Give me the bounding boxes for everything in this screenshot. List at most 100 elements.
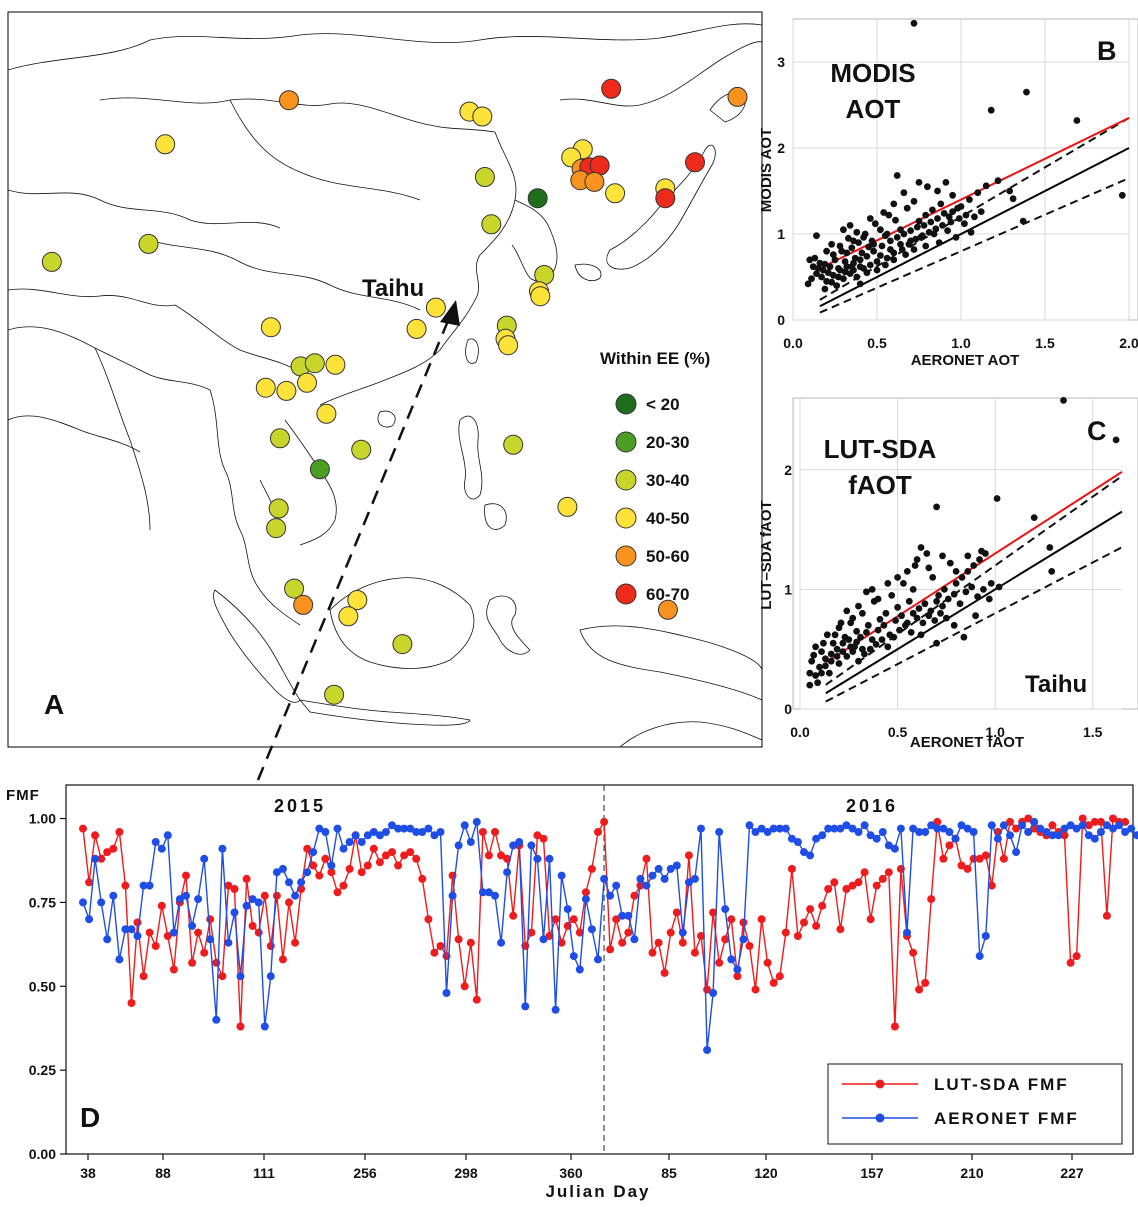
series-point (1060, 824, 1069, 833)
series-point (375, 831, 384, 840)
scatter-point (843, 249, 851, 257)
series-point (430, 831, 439, 840)
annotation-line: AOT (846, 94, 901, 124)
scatter-point (905, 597, 913, 605)
scatter-point (829, 271, 837, 279)
scatter-point (949, 191, 956, 199)
series-point (497, 851, 506, 860)
series-point (139, 972, 148, 981)
panel-c-grid (799, 398, 1122, 710)
scatter-point (902, 621, 909, 629)
scatter-point (856, 280, 864, 288)
series-point (1127, 824, 1136, 833)
one-to-one-line (819, 147, 1130, 308)
series-point (1078, 814, 1087, 823)
scatter-point (934, 187, 941, 195)
series-point (806, 851, 815, 860)
x-tick-label: 88 (155, 1165, 171, 1181)
scatter-point (910, 197, 918, 205)
x-tick-label: 111 (253, 1165, 275, 1181)
series-point (272, 868, 281, 877)
x-tick-label: 85 (661, 1165, 677, 1181)
series-point (569, 915, 578, 924)
map-site-marker (255, 377, 276, 398)
series-point (527, 928, 536, 937)
scatter-point (878, 636, 886, 643)
legend-label: 50-60 (646, 547, 689, 566)
y-tick-label: 0.00 (29, 1146, 56, 1162)
map-site-marker (347, 590, 368, 610)
scatter-point (850, 237, 857, 245)
panel-d-series (79, 814, 1138, 1054)
scatter-point (923, 550, 931, 557)
series-point (581, 895, 590, 904)
series-point (1121, 817, 1130, 826)
panel-d-legend: LUT-SDA FMF AERONET FMF (827, 1063, 1123, 1145)
y-tick-label: 2 (777, 140, 785, 156)
series-point (733, 965, 742, 974)
scatter-point (843, 653, 851, 660)
series-point (684, 878, 693, 887)
series-point (703, 1046, 712, 1054)
series-point (254, 928, 263, 937)
y-tick-label: 1.00 (29, 811, 56, 827)
series-point (145, 928, 154, 937)
scatter-point (900, 230, 908, 238)
scatter-point (933, 639, 940, 647)
scatter-point (956, 600, 964, 608)
series-point (509, 911, 518, 920)
scatter-point (825, 669, 833, 677)
scatter-point (816, 663, 823, 671)
series-point (1024, 828, 1033, 836)
series-point (333, 824, 342, 833)
map-site-marker (309, 459, 330, 480)
scatter-point (967, 228, 975, 236)
scatter-point (929, 574, 937, 581)
map-site-marker (304, 353, 325, 374)
legend-label: LUT-SDA FMF (934, 1075, 1069, 1094)
scatter-point (890, 256, 898, 264)
scatter-point (892, 617, 899, 624)
panel-d-timeseries: 0.00 0.25 0.50 0.75 1.00 38 88 111 256 298 360 85 12… (6, 784, 1138, 1201)
series-point (394, 824, 403, 833)
series-point (388, 821, 396, 830)
series-point (254, 898, 263, 907)
series-point (939, 854, 948, 863)
scatter-point (863, 588, 870, 596)
scatter-point (853, 627, 860, 635)
series-point (848, 881, 857, 890)
series-point (1048, 831, 1057, 840)
scatter-point (880, 209, 888, 216)
series-group (79, 817, 1138, 1054)
y-tick-label: 1 (777, 226, 785, 242)
scatter-point (865, 243, 872, 251)
series-point (551, 1005, 560, 1014)
series-point (79, 824, 87, 833)
series-point (569, 952, 578, 961)
series-point (787, 834, 796, 843)
series-point (472, 995, 481, 1004)
series-point (775, 824, 784, 833)
scatter-point (866, 645, 874, 653)
series-point (787, 864, 796, 873)
series-point (497, 938, 506, 947)
scatter-point (933, 503, 940, 511)
scatter-point (868, 636, 876, 643)
map-site-marker (325, 354, 346, 375)
map-site-marker (601, 78, 622, 99)
series-point (484, 888, 493, 897)
series-point (824, 885, 833, 893)
series-point (375, 858, 384, 867)
series-point (618, 911, 627, 920)
series-point (321, 828, 330, 836)
scatter-point (1118, 191, 1126, 199)
panel-b-xlabel: AERONET AOT (911, 352, 1020, 369)
series-point (91, 831, 100, 840)
scatter-point (915, 217, 923, 225)
series-point (236, 1022, 245, 1031)
scatter-point (887, 237, 894, 245)
series-point (739, 918, 748, 927)
scatter-point (855, 602, 862, 610)
scatter-point (806, 256, 814, 264)
series-point (1048, 821, 1057, 830)
